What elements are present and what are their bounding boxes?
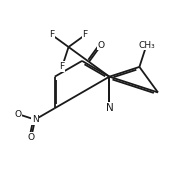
Text: CH₃: CH₃: [138, 41, 155, 50]
Text: F: F: [60, 62, 65, 71]
Text: O: O: [14, 110, 22, 119]
Text: F: F: [49, 30, 55, 39]
Text: O: O: [28, 133, 35, 142]
Text: F: F: [83, 30, 88, 39]
Text: O: O: [98, 41, 105, 50]
Text: N: N: [106, 103, 113, 113]
Text: N: N: [32, 115, 38, 124]
